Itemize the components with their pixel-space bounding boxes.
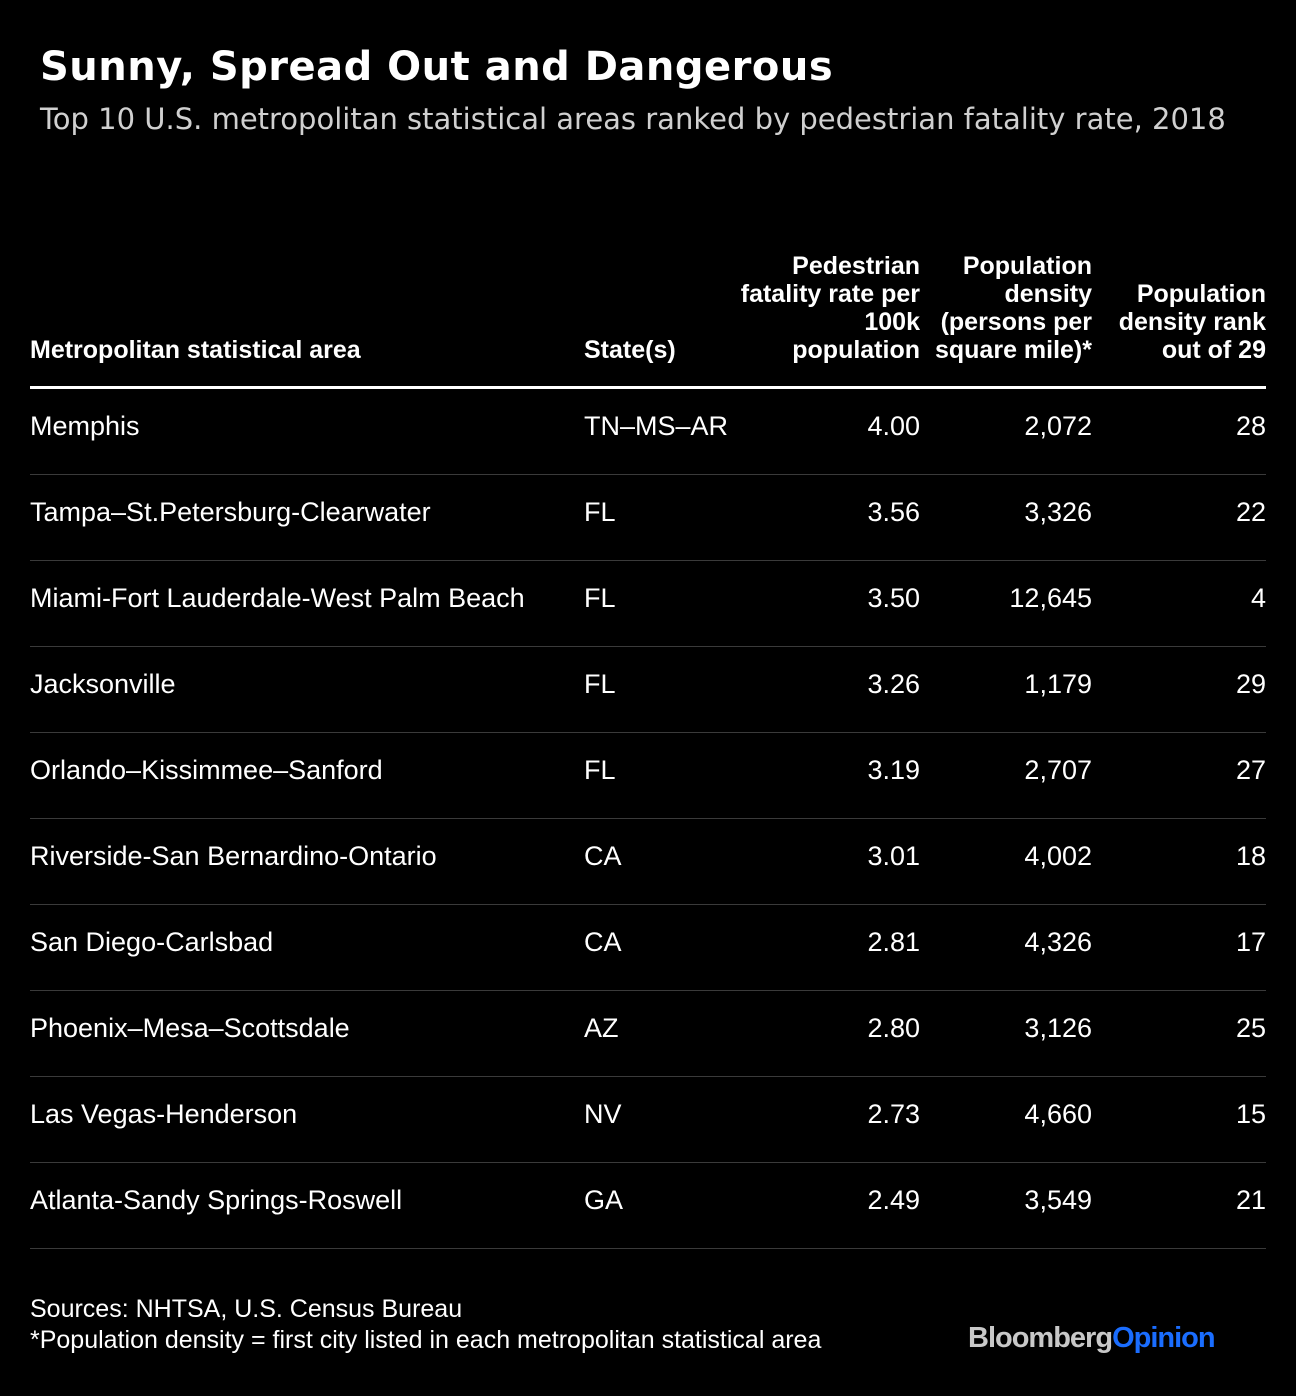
table-row: Miami-Fort Lauderdale-West Palm Beach FL 3… (30, 561, 1266, 647)
cell-fatality-rate: 3.50 (867, 583, 920, 613)
cell-density: 4,660 (1024, 1099, 1092, 1129)
cell-state: FL (584, 583, 616, 613)
cell-density-rank: 18 (1235, 841, 1266, 871)
column-header-density: Population density (persons per square m… (934, 252, 1092, 364)
cell-density: 3,326 (1024, 497, 1092, 527)
table-header-row: Metropolitan statistical area State(s) P… (30, 224, 1266, 389)
column-header-area: Metropolitan statistical area (30, 336, 361, 364)
cell-area: Riverside-San Bernardino-Ontario (30, 841, 437, 871)
cell-area: San Diego-Carlsbad (30, 927, 274, 957)
cell-fatality-rate: 3.26 (867, 669, 920, 699)
cell-area: Atlanta-Sandy Springs-Roswell (30, 1185, 403, 1215)
cell-state: GA (584, 1185, 624, 1215)
table-row: San Diego-Carlsbad CA 2.81 4,326 17 (30, 905, 1266, 991)
table-row: Atlanta-Sandy Springs-Roswell GA 2.49 3,549… (30, 1163, 1266, 1249)
cell-fatality-rate: 2.81 (867, 927, 920, 957)
cell-density-rank: 27 (1235, 755, 1266, 785)
table-row: Orlando–Kissimmee–Sanford FL 3.19 2,707 27 (30, 733, 1266, 819)
footer-notes: Sources: NHTSA, U.S. Census Bureau *Popu… (30, 1294, 821, 1356)
cell-area: Orlando–Kissimmee–Sanford (30, 755, 383, 785)
cell-density-rank: 17 (1235, 927, 1266, 957)
cell-density: 12,645 (1009, 583, 1092, 613)
table-row: Riverside-San Bernardino-Ontario CA 3.01 4,… (30, 819, 1266, 905)
chart-subtitle: Top 10 U.S. metropolitan statistical are… (40, 102, 1226, 136)
cell-area: Miami-Fort Lauderdale-West Palm Beach (30, 583, 525, 613)
cell-state: TN–MS–AR (584, 411, 729, 441)
cell-area: Las Vegas-Henderson (30, 1099, 298, 1129)
cell-fatality-rate: 4.00 (867, 411, 920, 441)
table-row: Memphis TN–MS–AR 4.00 2,072 28 (30, 389, 1266, 475)
cell-density: 3,549 (1024, 1185, 1092, 1215)
cell-state: FL (584, 497, 616, 527)
brand-part2: Opinion (1112, 1322, 1216, 1354)
table-row: Tampa–St.Petersburg-Clearwater FL 3.56 3,32… (30, 475, 1266, 561)
cell-state: FL (584, 755, 616, 785)
cell-density: 1,179 (1024, 669, 1092, 699)
cell-state: FL (584, 669, 616, 699)
chart-title: Sunny, Spread Out and Dangerous (40, 44, 834, 90)
footnote: *Population density = first city listed … (30, 1326, 822, 1354)
cell-density: 2,707 (1024, 755, 1092, 785)
column-header-density-rank: Population density rank out of 29 (1118, 280, 1266, 364)
table-row: Phoenix–Mesa–Scottsdale AZ 2.80 3,126 25 (30, 991, 1266, 1077)
cell-fatality-rate: 2.49 (867, 1185, 920, 1215)
cell-density: 3,126 (1024, 1013, 1092, 1043)
table-row: Jacksonville FL 3.26 1,179 29 (30, 647, 1266, 733)
cell-density-rank: 22 (1235, 497, 1266, 527)
column-header-fatality-rate: Pedestrian fatality rate per 100k popula… (740, 252, 920, 364)
source-note: Sources: NHTSA, U.S. Census Bureau (30, 1295, 463, 1323)
column-header-state: State(s) (584, 336, 676, 364)
cell-area: Tampa–St.Petersburg-Clearwater (30, 497, 431, 527)
cell-density-rank: 21 (1235, 1185, 1266, 1215)
cell-density-rank: 4 (1250, 583, 1266, 613)
cell-state: AZ (584, 1013, 619, 1043)
brand-part1: Bloomberg (968, 1322, 1113, 1354)
cell-density: 2,072 (1024, 411, 1092, 441)
table-body: Memphis TN–MS–AR 4.00 2,072 28 Tampa–St.Peter… (30, 389, 1266, 1249)
cell-density-rank: 15 (1235, 1099, 1266, 1129)
cell-density: 4,326 (1024, 927, 1092, 957)
cell-fatality-rate: 3.01 (867, 841, 920, 871)
cell-area: Memphis (30, 411, 140, 441)
cell-state: CA (584, 927, 622, 957)
table-row: Las Vegas-Henderson NV 2.73 4,660 15 (30, 1077, 1266, 1163)
cell-density: 4,002 (1024, 841, 1092, 871)
bloomberg-opinion-logo: BloombergOpinion (968, 1322, 1216, 1355)
cell-density-rank: 28 (1235, 411, 1266, 441)
cell-fatality-rate: 2.80 (867, 1013, 920, 1043)
cell-area: Jacksonville (30, 669, 176, 699)
data-table: Metropolitan statistical area State(s) P… (30, 224, 1266, 1249)
cell-state: CA (584, 841, 622, 871)
cell-fatality-rate: 3.19 (867, 755, 920, 785)
cell-fatality-rate: 2.73 (867, 1099, 920, 1129)
cell-density-rank: 25 (1235, 1013, 1266, 1043)
cell-area: Phoenix–Mesa–Scottsdale (30, 1013, 350, 1043)
cell-density-rank: 29 (1235, 669, 1266, 699)
cell-fatality-rate: 3.56 (867, 497, 920, 527)
cell-state: NV (584, 1099, 622, 1129)
